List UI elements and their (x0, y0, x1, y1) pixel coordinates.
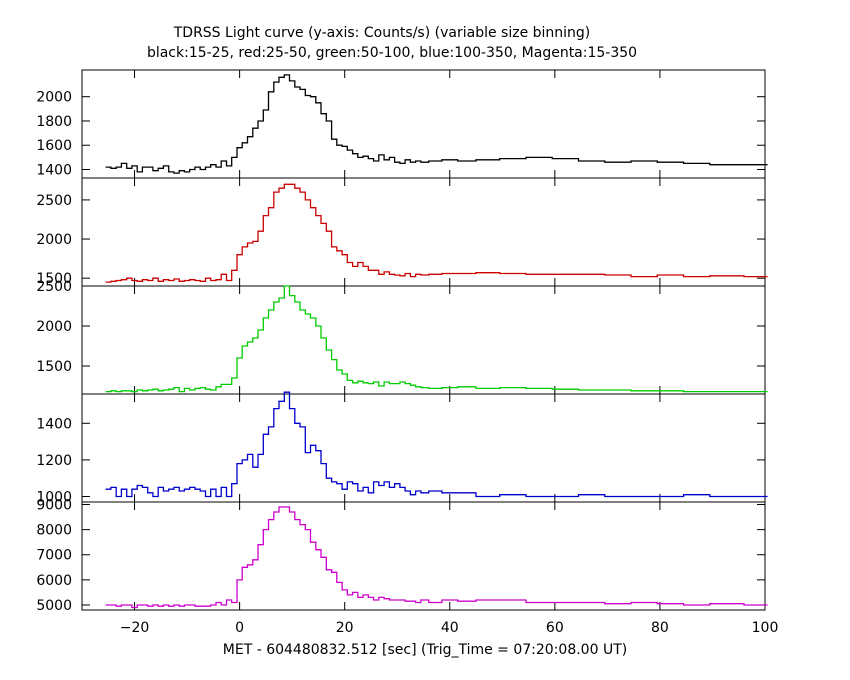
y-tick-label: 7000 (36, 548, 72, 564)
x-tick-label: 20 (336, 620, 354, 636)
series-line-2 (105, 183, 768, 283)
y-tick-label: 1800 (36, 114, 72, 130)
y-tick-label: 1500 (36, 271, 72, 287)
series-line-5 (105, 506, 768, 609)
x-tick-label: 0 (235, 620, 244, 636)
x-tick-label: 60 (546, 620, 564, 636)
x-tick-label: 40 (441, 620, 459, 636)
panel-1: 1400 1600 1800 2000 (36, 69, 768, 179)
y-tick-label: 1400 (36, 416, 72, 432)
chart-subtitle: black:15-25, red:25-50, green:50-100, bl… (147, 45, 637, 61)
y-tick-label: 1600 (36, 138, 72, 154)
x-tick-label: 100 (752, 620, 779, 636)
y-tick-label: 2500 (36, 193, 72, 209)
panel-4: 1000 1200 1400 (36, 391, 768, 506)
x-tick-label: −20 (120, 620, 150, 636)
y-tick-label: 1500 (36, 359, 72, 375)
y-tick-label: 2000 (36, 319, 72, 335)
y-tick-label: 6000 (36, 573, 72, 589)
panel-frame (81, 393, 766, 503)
y-tick-label: 2000 (36, 232, 72, 248)
panel-frame (81, 177, 766, 287)
x-tick-label: 80 (651, 620, 669, 636)
panel-3: 1500 2000 2500 (36, 279, 768, 395)
y-tick-label: 1000 (36, 490, 72, 506)
chart-title: TDRSS Light curve (y-axis: Counts/s) (va… (173, 25, 591, 41)
panel-2: 1500 2000 2500 (36, 177, 768, 287)
y-tick-label: 5000 (36, 598, 72, 614)
panel-frame (81, 501, 766, 611)
series-line-3 (105, 285, 768, 393)
y-tick-label: 2500 (36, 279, 72, 295)
panel-frame (81, 285, 766, 395)
y-tick-label: 9000 (36, 498, 72, 514)
y-tick-label: 2000 (36, 90, 72, 106)
panels-group: 1400160018002000150020002500150020002500… (36, 69, 768, 614)
y-tick-label: 8000 (36, 523, 72, 539)
panel-5: 5000 6000 7000 8000 9000 (36, 498, 768, 614)
x-axis: −20 0 20 40 60 80 100 (120, 620, 779, 636)
series-line-4 (105, 391, 768, 498)
x-axis-label: MET - 604480832.512 [sec] (Trig_Time = 0… (223, 642, 627, 658)
y-tick-label: 1400 (36, 163, 72, 179)
y-tick-label: 1200 (36, 453, 72, 469)
series-line-1 (105, 74, 768, 174)
